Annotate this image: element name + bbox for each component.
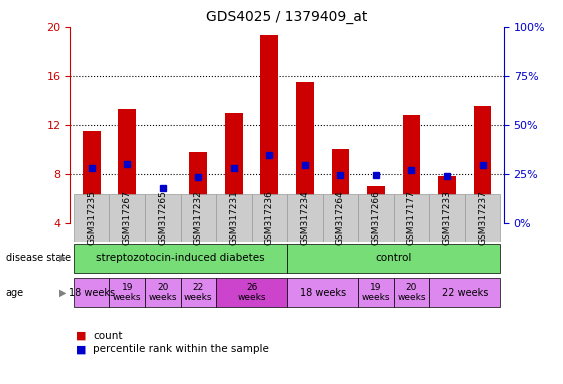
Text: 19
weeks: 19 weeks (361, 283, 390, 303)
Text: ■: ■ (76, 331, 87, 341)
FancyBboxPatch shape (287, 194, 323, 242)
Text: GSM317234: GSM317234 (301, 190, 310, 245)
Bar (296, 82, 314, 223)
Bar (225, 113, 243, 223)
Text: 20
weeks: 20 weeks (397, 283, 426, 303)
FancyBboxPatch shape (145, 278, 181, 308)
Bar (438, 176, 456, 223)
Text: GSM317266: GSM317266 (372, 190, 381, 245)
FancyBboxPatch shape (145, 194, 181, 242)
Text: GSM317267: GSM317267 (123, 190, 132, 245)
Text: ■: ■ (76, 344, 87, 354)
Bar (189, 152, 207, 223)
Text: ▶: ▶ (59, 253, 66, 263)
Text: percentile rank within the sample: percentile rank within the sample (93, 344, 269, 354)
FancyBboxPatch shape (216, 194, 252, 242)
FancyBboxPatch shape (429, 278, 501, 308)
FancyBboxPatch shape (109, 194, 145, 242)
Text: 22
weeks: 22 weeks (184, 283, 213, 303)
Bar (332, 149, 349, 223)
Text: age: age (6, 288, 24, 298)
Text: streptozotocin-induced diabetes: streptozotocin-induced diabetes (96, 253, 265, 263)
Text: GSM317232: GSM317232 (194, 190, 203, 245)
Text: GSM317237: GSM317237 (478, 190, 487, 245)
FancyBboxPatch shape (181, 278, 216, 308)
Bar (261, 35, 278, 223)
FancyBboxPatch shape (358, 278, 394, 308)
FancyBboxPatch shape (358, 194, 394, 242)
Text: 26
weeks: 26 weeks (238, 283, 266, 303)
Bar (367, 186, 385, 223)
FancyBboxPatch shape (74, 278, 109, 308)
Text: 19
weeks: 19 weeks (113, 283, 141, 303)
Text: GSM317177: GSM317177 (407, 190, 416, 245)
FancyBboxPatch shape (287, 243, 501, 273)
Bar (83, 131, 101, 223)
Title: GDS4025 / 1379409_at: GDS4025 / 1379409_at (207, 10, 368, 25)
Bar (118, 109, 136, 223)
FancyBboxPatch shape (216, 278, 287, 308)
Text: count: count (93, 331, 122, 341)
Text: GSM317236: GSM317236 (265, 190, 274, 245)
FancyBboxPatch shape (394, 194, 429, 242)
FancyBboxPatch shape (74, 194, 109, 242)
FancyBboxPatch shape (109, 278, 145, 308)
FancyBboxPatch shape (287, 278, 358, 308)
Text: GSM317265: GSM317265 (158, 190, 167, 245)
Text: control: control (376, 253, 412, 263)
Text: 18 weeks: 18 weeks (69, 288, 115, 298)
Text: GSM317235: GSM317235 (87, 190, 96, 245)
Bar (154, 196, 172, 223)
FancyBboxPatch shape (323, 194, 358, 242)
FancyBboxPatch shape (465, 194, 501, 242)
FancyBboxPatch shape (74, 243, 287, 273)
Text: ▶: ▶ (59, 288, 66, 298)
Text: disease state: disease state (6, 253, 71, 263)
Text: 22 weeks: 22 weeks (441, 288, 488, 298)
Text: GSM317264: GSM317264 (336, 190, 345, 245)
FancyBboxPatch shape (429, 194, 465, 242)
FancyBboxPatch shape (394, 278, 429, 308)
Bar (473, 106, 491, 223)
Bar (403, 115, 421, 223)
Text: 18 weeks: 18 weeks (300, 288, 346, 298)
FancyBboxPatch shape (181, 194, 216, 242)
FancyBboxPatch shape (252, 194, 287, 242)
Text: GSM317233: GSM317233 (443, 190, 452, 245)
Text: 20
weeks: 20 weeks (149, 283, 177, 303)
Text: GSM317231: GSM317231 (229, 190, 238, 245)
